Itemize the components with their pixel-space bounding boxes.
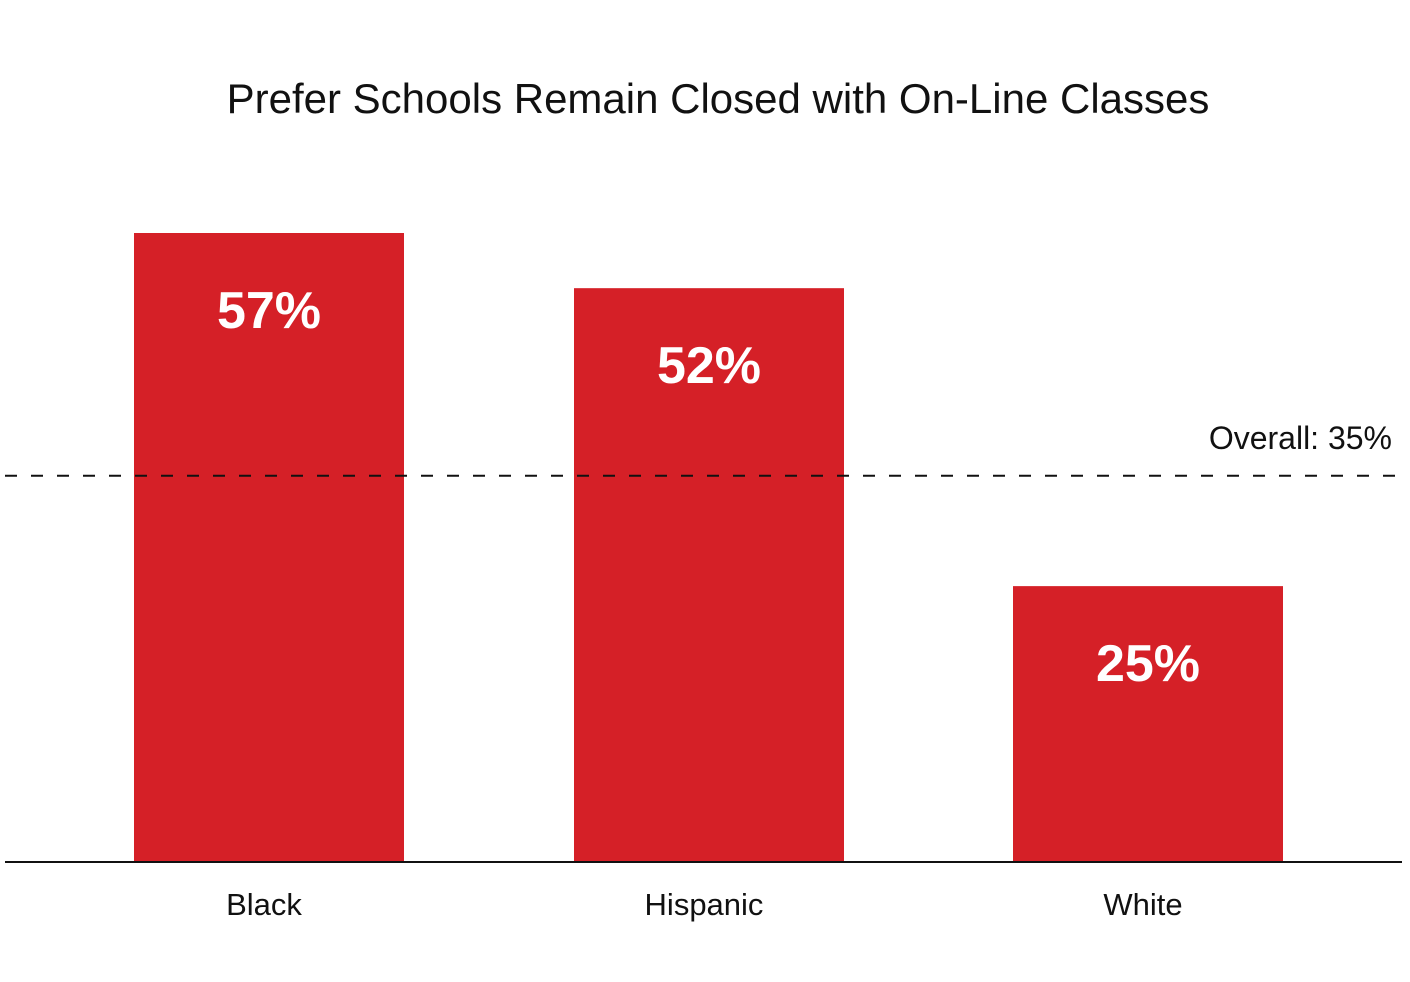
bar-value-label: 52% bbox=[657, 337, 761, 395]
bars-layer bbox=[134, 233, 1283, 863]
labels-layer: 57% Black 52% Hispanic 25% White bbox=[217, 282, 1200, 922]
category-label: White bbox=[1103, 887, 1182, 922]
overall-reference-label: Overall: 35% bbox=[1209, 420, 1392, 456]
chart-title: Prefer Schools Remain Closed with On-Lin… bbox=[227, 75, 1210, 122]
category-label: Hispanic bbox=[645, 887, 764, 922]
bar-black bbox=[134, 233, 404, 862]
bar-hispanic bbox=[574, 288, 844, 863]
bar-value-label: 57% bbox=[217, 282, 321, 340]
category-label: Black bbox=[226, 887, 302, 922]
bar-white bbox=[1013, 586, 1283, 862]
reference-layer: Overall: 35% bbox=[5, 420, 1402, 477]
bar-value-label: 25% bbox=[1096, 635, 1200, 693]
